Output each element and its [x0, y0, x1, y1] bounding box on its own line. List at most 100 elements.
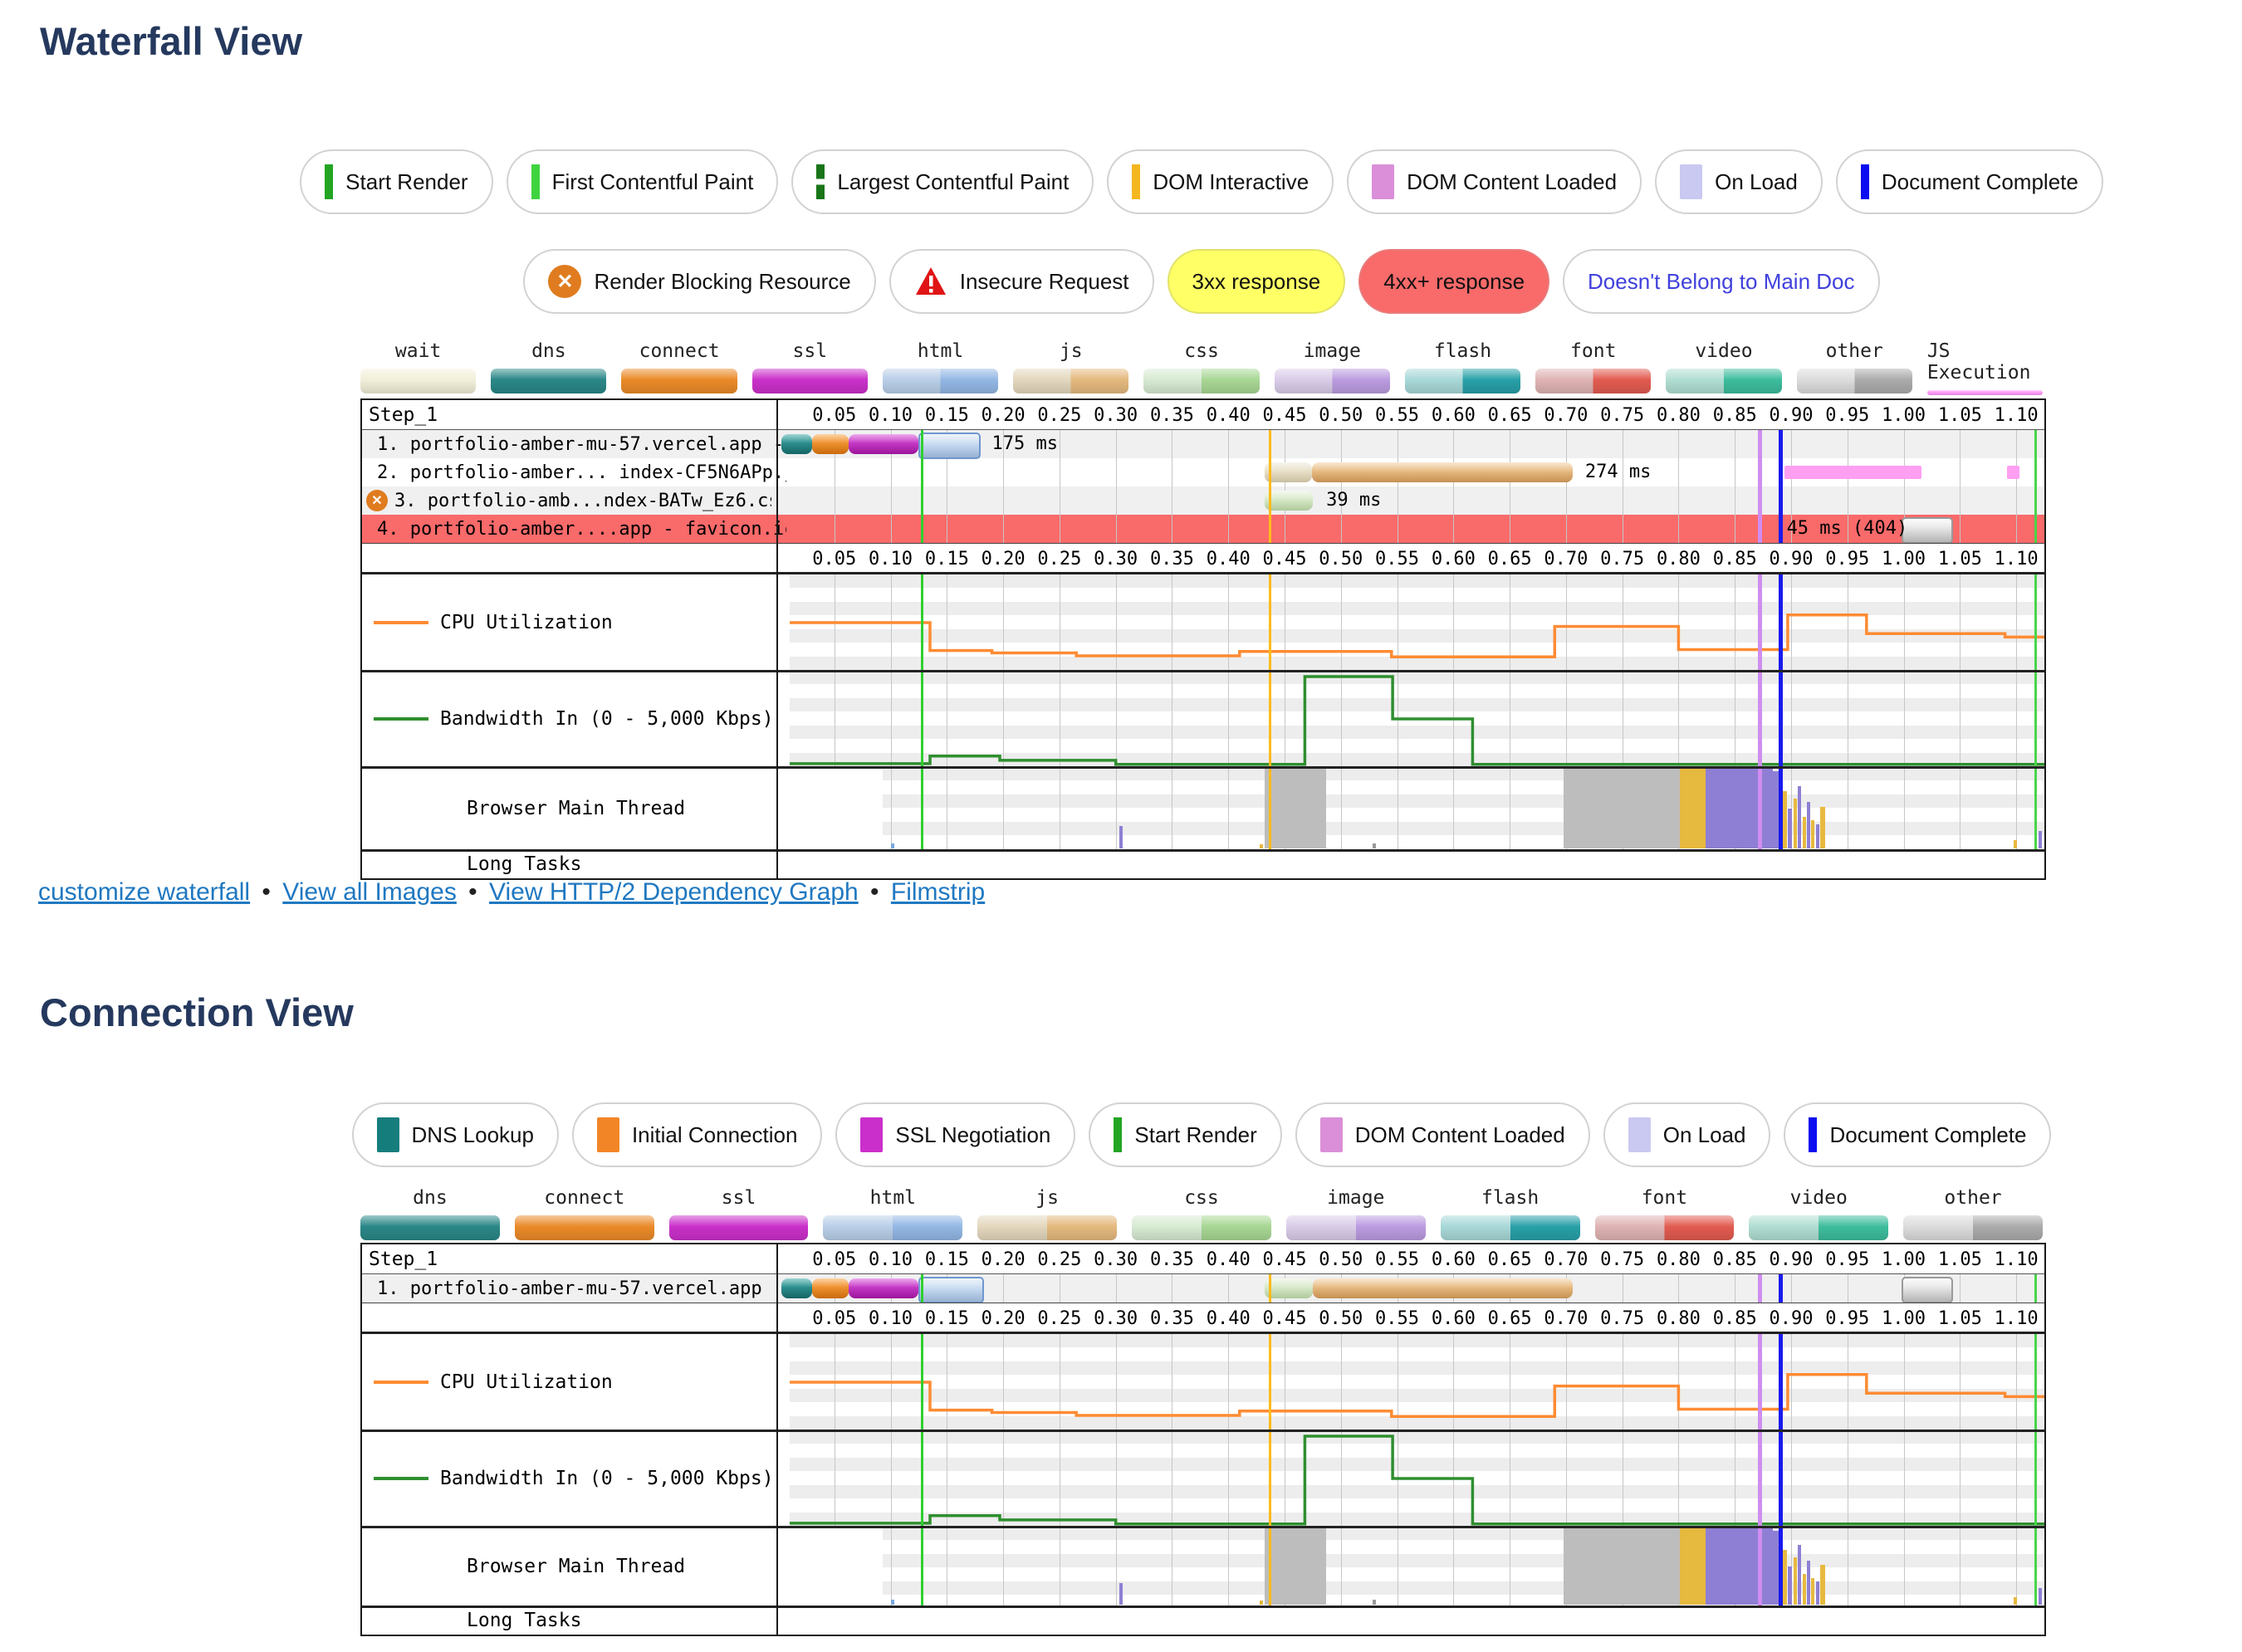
long-tasks-label: Long Tasks — [467, 853, 582, 875]
header-divider — [362, 1273, 2044, 1274]
request-timing-annotation: 175 ms — [991, 433, 1059, 454]
gridline — [1565, 1430, 1567, 1527]
time-tick-label: 0.60 — [1431, 1249, 1476, 1270]
column-header-swatch — [514, 1215, 654, 1240]
gridline — [1960, 1527, 1961, 1606]
time-tick-label: 0.60 — [1431, 1308, 1476, 1329]
gridline — [1960, 1334, 1961, 1430]
time-tick-label: 0.90 — [1769, 1308, 1814, 1329]
request-bar-dns[interactable] — [781, 1278, 812, 1298]
column-header-label: connect — [544, 1187, 625, 1209]
request-label[interactable]: ✕ 3. portfolio-amb...ndex-BATw_Ez6.css — [362, 486, 771, 515]
time-tick-label: 0.45 — [1262, 549, 1307, 569]
event-line-start-render — [921, 430, 923, 543]
column-header-font: font — [1594, 1187, 1735, 1242]
legend-label: Initial Connection — [631, 1122, 798, 1147]
request-label[interactable]: 2. portfolio-amber... index-CF5N6APp.js — [362, 458, 786, 486]
request-label[interactable]: 4. portfolio-amber....app - favicon.ico — [362, 515, 786, 543]
time-tick-label: 0.65 — [1487, 549, 1532, 569]
column-header-wait: wait — [360, 340, 477, 395]
gridline — [1003, 1274, 1005, 1303]
cpu-band — [778, 574, 2044, 671]
bandwidth-label-cell: Bandwidth In (0 - 5,000 Kbps) — [362, 1430, 790, 1527]
request-bar-js[interactable] — [1311, 462, 1574, 482]
time-tick-label: 0.25 — [1037, 1308, 1082, 1329]
gridline — [1340, 574, 1342, 671]
request-bar-jsexec[interactable] — [1784, 466, 1922, 479]
link-filmstrip[interactable]: Filmstrip — [890, 878, 986, 906]
gridline — [1453, 1527, 1455, 1606]
column-header-swatch — [360, 369, 477, 393]
request-label[interactable]: 1. portfolio-amber-mu-57.vercel.app - / — [362, 430, 786, 458]
time-tick-label: 0.70 — [1544, 1308, 1588, 1329]
request-bar-wait[interactable] — [1264, 462, 1312, 482]
column-header-swatch — [1535, 369, 1652, 393]
request-bar-css[interactable] — [1264, 1278, 1313, 1298]
time-tick-label: 0.10 — [869, 405, 913, 426]
time-tick-label: 0.05 — [812, 549, 857, 569]
request-bar-dns[interactable] — [781, 434, 812, 454]
gridline — [1003, 767, 1005, 850]
gridline — [890, 671, 892, 767]
time-tick-label: 0.85 — [1712, 549, 1757, 569]
marker-square-icon — [596, 1117, 619, 1152]
time-tick-label: 0.70 — [1544, 405, 1588, 426]
request-label-text: 3. portfolio-amb...ndex-BATw_Ez6.css — [394, 490, 771, 511]
legend-marker-start-render: Start Render — [300, 149, 493, 214]
gridline — [1903, 1334, 1905, 1430]
time-tick-label: 0.25 — [1037, 405, 1082, 426]
column-header-label: image — [1303, 340, 1361, 362]
main-thread-activity — [1811, 820, 1815, 848]
request-bar-ssl[interactable] — [849, 1278, 919, 1298]
time-tick-label: 0.60 — [1431, 405, 1476, 426]
request-row-bg — [362, 515, 2044, 543]
link-customize-waterfall[interactable]: customize waterfall — [38, 878, 251, 906]
time-tick-label: 0.65 — [1487, 1249, 1532, 1270]
column-header-dns: dns — [491, 340, 607, 395]
event-line-start-render — [921, 1334, 923, 1606]
request-bar-error[interactable] — [1901, 517, 1954, 544]
gridline — [1340, 1430, 1342, 1527]
time-tick-label: 1.00 — [1882, 405, 1926, 426]
time-tick-label: 0.75 — [1600, 1308, 1645, 1329]
request-bar-jsexec[interactable] — [2007, 466, 2020, 479]
request-bar-css[interactable] — [1264, 491, 1313, 511]
time-tick-label: 0.40 — [1206, 1308, 1251, 1329]
time-tick-label: 0.35 — [1149, 549, 1194, 569]
gridline — [890, 1430, 892, 1527]
header-divider — [362, 429, 2044, 430]
gridline — [2016, 430, 2018, 543]
time-tick-label: 0.50 — [1319, 1308, 1363, 1329]
request-bar-error[interactable] — [1901, 1277, 1954, 1303]
time-tick-label: 0.20 — [981, 1308, 1026, 1329]
request-bar-html[interactable] — [918, 1277, 984, 1303]
request-bar-html[interactable] — [918, 433, 981, 459]
time-tick-label: 0.05 — [812, 405, 857, 426]
request-bar-ssl[interactable] — [849, 434, 919, 454]
gridline — [1565, 430, 1567, 543]
request-bar-connect[interactable] — [811, 434, 849, 454]
request-label[interactable]: 1. portfolio-amber-mu-57.vercel.app — [362, 1274, 786, 1303]
request-bar-js[interactable] — [1312, 1278, 1573, 1298]
gridline — [1228, 1527, 1230, 1606]
time-tick-label: 0.30 — [1094, 1249, 1138, 1270]
request-row-bg — [362, 486, 2044, 515]
request-timing-annotation: 39 ms — [1326, 490, 1382, 511]
main-thread-activity — [1564, 1528, 1680, 1605]
main-thread-activity — [1811, 1577, 1815, 1605]
main-thread-activity — [2014, 840, 2018, 848]
request-timing-annotation: 274 ms — [1584, 462, 1652, 482]
gridline — [1791, 671, 1792, 767]
link-view-all-images[interactable]: View all Images — [282, 878, 457, 906]
column-header-swatch — [1594, 1215, 1735, 1240]
bandwidth-legend-line — [374, 717, 428, 721]
legend-marker-dns-lookup: DNS Lookup — [351, 1102, 559, 1167]
gridline — [890, 1527, 892, 1606]
link-view-http-2-dependency-graph[interactable]: View HTTP/2 Dependency Graph — [489, 878, 859, 906]
time-tick-label: 0.25 — [1037, 1249, 1082, 1270]
gridline — [1115, 1527, 1117, 1606]
main-thread-activity — [1793, 1557, 1797, 1605]
request-bar-connect[interactable] — [811, 1278, 849, 1298]
column-header-label: font — [1641, 1187, 1688, 1209]
legend-label: SSL Negotiation — [895, 1122, 1051, 1147]
